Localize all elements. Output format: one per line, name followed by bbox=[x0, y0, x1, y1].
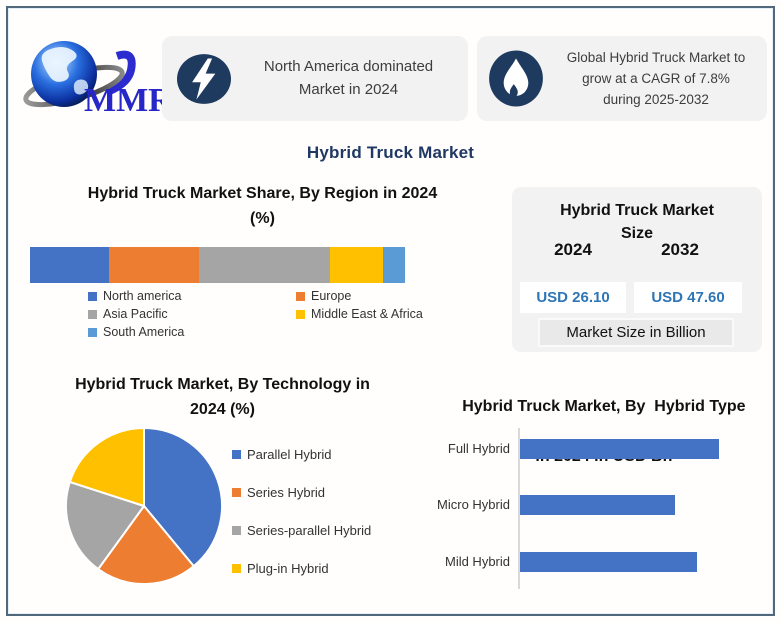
hybrid-type-bar bbox=[520, 495, 675, 515]
market-size-title-line1: Hybrid Truck Market bbox=[560, 202, 714, 219]
technology-pie-chart bbox=[65, 427, 223, 585]
market-size-panel: Hybrid Truck Market Size 2024 2032 USD 2… bbox=[512, 187, 762, 352]
badge1-line2: Market in 2024 bbox=[298, 81, 399, 98]
badge1-line1: North America dominated bbox=[263, 58, 434, 75]
market-size-value-2024: USD 26.10 bbox=[520, 282, 626, 313]
region-segment-4 bbox=[382, 247, 405, 283]
region-legend-item-0: North america bbox=[88, 289, 296, 304]
page-title: Hybrid Truck Market bbox=[306, 143, 475, 162]
region-chart-title-line1: Hybrid Truck Market Share, By Region in … bbox=[87, 185, 438, 202]
lightning-icon bbox=[177, 54, 231, 104]
hybrid-type-title-line1: Hybrid Truck Market, By Hybrid Type bbox=[462, 398, 746, 415]
pie-legend-item-2: Series-parallel Hybrid bbox=[232, 522, 371, 538]
pie-chart-title: Hybrid Truck Market, By Technology in 20… bbox=[30, 372, 415, 422]
region-legend-item-2: Asia Pacific bbox=[88, 307, 296, 322]
globe-icon: MMR bbox=[23, 41, 173, 119]
legend-swatch-icon bbox=[88, 292, 97, 301]
badge2-line2: grow at a CAGR of 7.8% bbox=[582, 71, 730, 86]
region-legend-label: Europe bbox=[311, 289, 352, 303]
legend-swatch-icon bbox=[88, 328, 97, 337]
globe-continent bbox=[41, 47, 77, 82]
region-stacked-bar bbox=[30, 247, 405, 283]
region-segment-3 bbox=[330, 247, 383, 283]
region-legend-item-4: South America bbox=[88, 325, 296, 340]
badge2-line1: Global Hybrid Truck Market to bbox=[566, 50, 746, 65]
pie-chart-title-line1: Hybrid Truck Market, By Technology in bbox=[75, 376, 370, 393]
hybrid-type-label: Full Hybrid bbox=[447, 441, 510, 456]
pie-legend-label: Series-parallel Hybrid bbox=[247, 522, 372, 538]
region-legend-label: North america bbox=[103, 289, 182, 303]
pie-legend-item-1: Series Hybrid bbox=[232, 484, 371, 500]
year-2032-label: 2032 bbox=[661, 240, 699, 259]
hybrid-type-bar bbox=[520, 552, 697, 572]
region-legend-label: Asia Pacific bbox=[103, 307, 168, 321]
region-legend-label: South America bbox=[103, 325, 185, 339]
hybrid-type-label: Mild Hybrid bbox=[444, 554, 510, 569]
legend-swatch-icon bbox=[232, 563, 241, 573]
pie-legend-label: Series Hybrid bbox=[247, 484, 326, 500]
mmr-logo: MMR bbox=[22, 34, 173, 124]
hybrid-type-row-0: Full Hybrid bbox=[402, 439, 742, 459]
logo-text: MMR bbox=[84, 82, 172, 119]
legend-swatch-icon bbox=[296, 292, 305, 301]
hybrid-type-row-2: Mild Hybrid bbox=[402, 552, 742, 572]
region-segment-0 bbox=[30, 247, 109, 283]
market-size-footer: Market Size in Billion bbox=[538, 318, 734, 347]
hybrid-type-label: Micro Hybrid bbox=[437, 497, 510, 512]
legend-swatch-icon bbox=[296, 310, 305, 319]
hybrid-type-bar-chart: Full Hybrid Micro Hybrid Mild Hybrid bbox=[402, 425, 742, 595]
region-chart-title-line2: (%) bbox=[250, 210, 275, 227]
market-size-title-line2: Size bbox=[620, 225, 653, 242]
hybrid-type-axis bbox=[518, 428, 520, 589]
legend-swatch-icon bbox=[232, 487, 241, 497]
pie-slice-1 bbox=[97, 505, 195, 585]
badge2-line3: during 2025-2032 bbox=[603, 92, 709, 107]
region-chart-title: Hybrid Truck Market Share, By Region in … bbox=[40, 181, 485, 231]
logo-swoosh-blue bbox=[105, 50, 136, 96]
pie-legend-item-3: Plug-in Hybrid bbox=[232, 560, 371, 576]
region-legend-label: Middle East & Africa bbox=[311, 307, 423, 321]
hybrid-type-row-1: Micro Hybrid bbox=[402, 495, 742, 515]
badge-cagr: Global Hybrid Truck Market to grow at a … bbox=[477, 36, 767, 121]
pie-legend-item-0: Parallel Hybrid bbox=[232, 446, 371, 462]
legend-swatch-icon bbox=[232, 449, 241, 459]
pie-legend-label: Plug-in Hybrid bbox=[247, 560, 329, 576]
legend-swatch-icon bbox=[88, 310, 97, 319]
flame-icon bbox=[489, 50, 543, 107]
market-size-title: Hybrid Truck Market Size bbox=[512, 199, 762, 245]
pie-legend: Parallel Hybrid Series Hybrid Series-paral… bbox=[232, 446, 371, 598]
hybrid-type-bar bbox=[520, 439, 719, 459]
pie-slice-0 bbox=[143, 427, 223, 568]
pie-slice-3 bbox=[68, 427, 145, 507]
region-legend-item-3: Middle East & Africa bbox=[296, 307, 428, 322]
legend-swatch-icon bbox=[232, 525, 241, 535]
region-legend: North america Europe Asia Pacific Middle Ea… bbox=[88, 289, 428, 340]
pie-chart-title-line2: 2024 (%) bbox=[190, 401, 255, 418]
badge-north-america: North America dominated Market in 2024 bbox=[162, 36, 468, 121]
year-2024-label: 2024 bbox=[554, 240, 592, 259]
region-segment-2 bbox=[198, 247, 330, 283]
region-legend-item-1: Europe bbox=[296, 289, 428, 304]
market-size-value-2032: USD 47.60 bbox=[634, 282, 742, 313]
globe-continent-2 bbox=[73, 79, 89, 95]
region-segment-1 bbox=[108, 247, 199, 283]
pie-legend-label: Parallel Hybrid bbox=[247, 446, 332, 462]
pie-slice-2 bbox=[65, 480, 145, 571]
